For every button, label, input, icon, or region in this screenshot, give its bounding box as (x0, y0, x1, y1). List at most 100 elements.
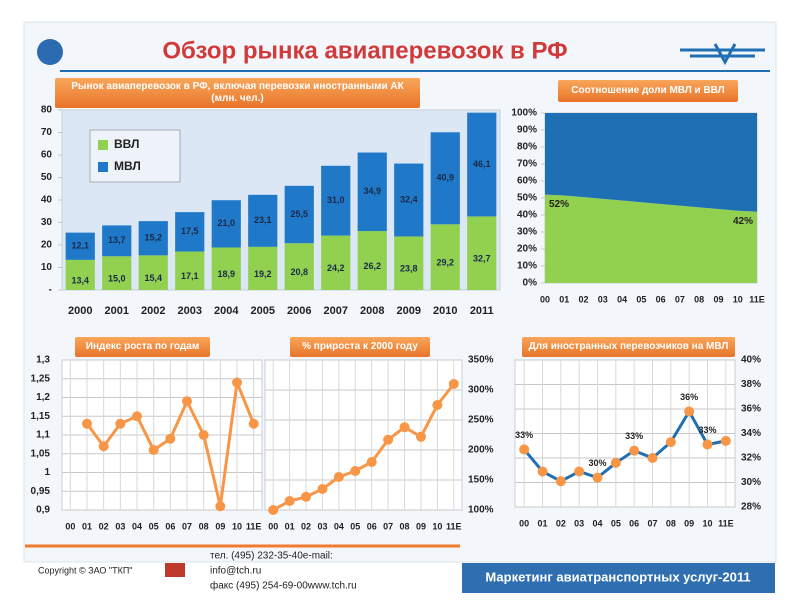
x-tick-label: 06 (367, 521, 377, 531)
bar-segment (248, 194, 278, 247)
marker (82, 418, 92, 429)
y-tick-label: 20% (517, 244, 537, 255)
y-tick-label: 80% (517, 142, 537, 153)
y-tick-label: 10 (41, 262, 53, 273)
x-tick-label: 03 (115, 521, 125, 531)
mail-icon (165, 563, 185, 577)
y-tick-label: 34% (741, 428, 761, 439)
y-tick-label: 250% (468, 415, 494, 426)
value-label: 31,0 (327, 195, 345, 205)
value-label: 15,4 (144, 273, 162, 283)
y-tick-label: 1,15 (31, 411, 51, 422)
x-tick-label: 2006 (287, 305, 311, 317)
x-tick-label: 2007 (324, 305, 348, 317)
y-tick-label: 100% (468, 505, 494, 516)
y-tick-label: 40 (41, 195, 53, 206)
x-tick-label: 05 (636, 294, 646, 304)
value-label: 52% (549, 199, 569, 210)
chart-title: Рынок авиаперевозок в РФ, включая перево… (55, 78, 420, 108)
logo (37, 39, 63, 65)
x-tick-label: 08 (666, 518, 676, 528)
bar-segment (467, 112, 497, 217)
value-label: 34,9 (363, 186, 381, 196)
marker (317, 484, 328, 494)
bar-segment (102, 225, 132, 257)
y-tick-label: 0,9 (36, 505, 50, 516)
contact-line: факс (495) 254-69-00www.tch.ru (210, 580, 357, 592)
x-tick-label: 08 (400, 521, 410, 531)
logo-wings (680, 43, 765, 66)
chart-title: Соотношение доли МВЛ и ВВЛ (558, 80, 738, 102)
x-tick-label: 2002 (141, 305, 165, 317)
value-label: 18,9 (217, 269, 235, 279)
marker (720, 435, 731, 446)
bar-segment (65, 232, 95, 260)
x-tick-label: 07 (182, 521, 192, 531)
x-tick-label: 2003 (178, 305, 202, 317)
banner-text: Маркетинг авиатранспортных услуг-2011 (485, 569, 750, 584)
bar-segment (211, 200, 241, 248)
y-tick-label: - (49, 285, 52, 296)
value-label: 12,1 (71, 241, 89, 251)
y-tick-label: 0,95 (31, 486, 51, 497)
bar-segment (65, 259, 95, 290)
bar-segment (321, 235, 351, 290)
marker (148, 445, 159, 455)
marker (702, 439, 713, 450)
x-tick-label: 2010 (433, 305, 457, 317)
legend-swatch (98, 162, 108, 172)
x-tick-label: 01 (537, 518, 547, 528)
x-tick-label: 2009 (397, 305, 421, 317)
marker (248, 418, 259, 429)
value-label: 46,1 (473, 159, 491, 169)
value-label: 24,2 (327, 263, 345, 273)
x-tick-label: 00 (540, 294, 550, 304)
bar-segment (321, 165, 351, 236)
bar-segment (357, 231, 387, 290)
x-tick-label: 06 (165, 521, 175, 531)
area (545, 194, 757, 283)
y-tick-label: 28% (741, 502, 761, 513)
x-tick-label: 05 (611, 518, 621, 528)
marker (629, 445, 640, 456)
bar-segment (284, 243, 314, 290)
y-tick-label: 70% (517, 159, 537, 170)
y-tick-label: 1,25 (31, 373, 51, 384)
marker (232, 377, 242, 388)
value-label: 19,2 (254, 269, 272, 279)
marker (284, 496, 295, 506)
chart-title: Для иностранных перевозчиков на МВЛ (522, 337, 735, 357)
marker (350, 466, 361, 476)
x-tick-label: 11E (246, 521, 262, 531)
x-tick-label: 02 (579, 294, 589, 304)
value-label: 21,0 (217, 218, 235, 228)
value-label: 29,2 (436, 258, 454, 268)
x-tick-label: 07 (383, 521, 393, 531)
bar-segment (175, 251, 205, 290)
y-tick-label: 38% (741, 379, 761, 390)
x-tick-label: 06 (629, 518, 639, 528)
chart-title: Индекс роста по годам (75, 337, 210, 357)
value-label: 13,4 (71, 275, 89, 285)
y-tick-label: 0% (523, 278, 538, 289)
area (545, 113, 757, 212)
marker (555, 476, 566, 487)
x-tick-label: 10 (232, 521, 242, 531)
marker (647, 453, 658, 463)
marker (684, 406, 695, 417)
marker (215, 501, 226, 512)
x-tick-label: 07 (675, 294, 685, 304)
marker (198, 430, 209, 440)
marker (366, 457, 377, 467)
legend-box (89, 129, 181, 183)
x-tick-label: 2001 (105, 305, 129, 317)
y-tick-label: 40% (741, 355, 761, 366)
marker (333, 472, 344, 482)
x-tick-label: 08 (199, 521, 209, 531)
contact-line: тел. (495) 232-35-40e-mail: (210, 551, 333, 562)
y-tick-label: 60 (41, 150, 53, 161)
y-tick-label: 1,2 (36, 392, 50, 403)
value-label: 33% (515, 430, 533, 440)
